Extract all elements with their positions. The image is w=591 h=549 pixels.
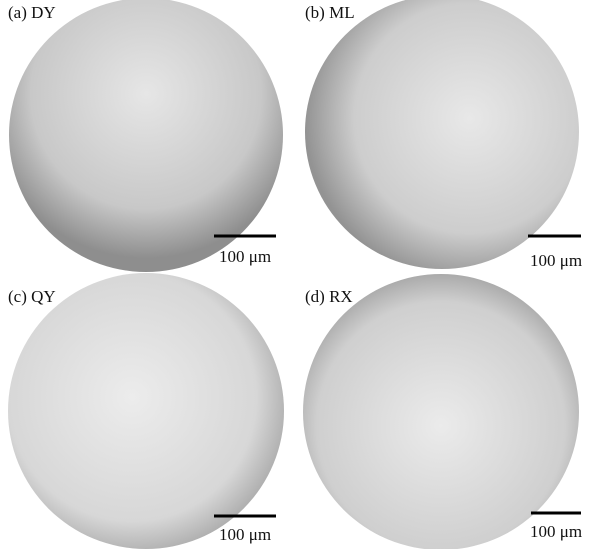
panels: (a) DY 100 μm (b) ML 100 μm (c) QY 100 μm (d) …	[8, 0, 582, 549]
figure: (a) DY 100 μm (b) ML 100 μm (c) QY 100 μm (d) …	[0, 0, 591, 549]
panel-label: (c) QY	[8, 287, 56, 306]
scale-label: 100 μm	[219, 247, 271, 266]
micrograph	[9, 0, 283, 272]
scale-label: 100 μm	[530, 251, 582, 270]
micrograph	[305, 0, 579, 269]
panel-label: (a) DY	[8, 3, 56, 22]
panel-label: (d) RX	[305, 287, 353, 306]
panel-label: (b) ML	[305, 3, 355, 22]
micrograph	[303, 274, 579, 549]
scale-label: 100 μm	[219, 525, 271, 544]
scale-label: 100 μm	[530, 522, 582, 541]
micrograph	[8, 273, 284, 549]
